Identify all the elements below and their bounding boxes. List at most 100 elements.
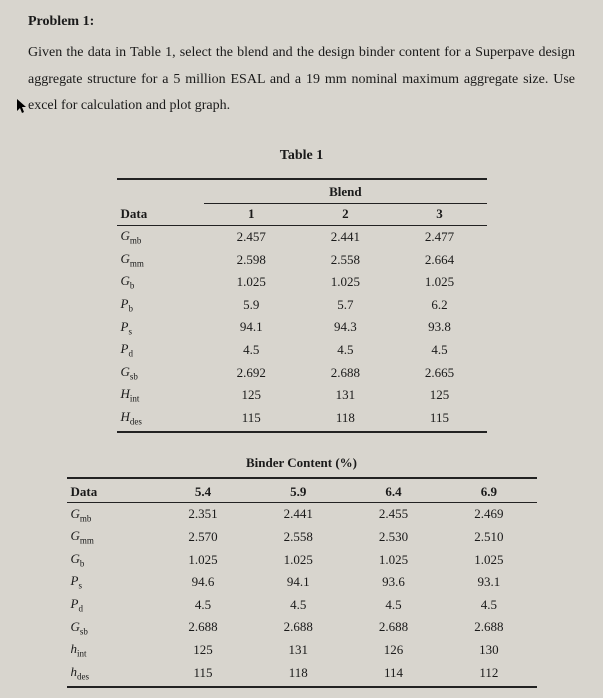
table-row: hint125131126130 bbox=[67, 639, 537, 662]
cell: 131 bbox=[298, 384, 392, 407]
cell: 125 bbox=[204, 384, 298, 407]
table-row: Hint125131125 bbox=[117, 384, 487, 407]
cell: 2.665 bbox=[392, 361, 486, 384]
cell: 131 bbox=[251, 639, 346, 662]
col-3: 6.4 bbox=[346, 481, 441, 503]
problem-text: Given the data in Table 1, select the bl… bbox=[28, 40, 575, 120]
cell: 115 bbox=[204, 407, 298, 430]
col-data: Data bbox=[67, 481, 156, 503]
table-row: Gsb2.6882.6882.6882.688 bbox=[67, 616, 537, 639]
col-data: Data bbox=[117, 203, 205, 225]
problem-title: Problem 1: bbox=[28, 14, 575, 30]
cell: 1.025 bbox=[298, 271, 392, 294]
cell: 4.5 bbox=[441, 594, 536, 617]
row-label: hdes bbox=[67, 661, 156, 684]
cell: 1.025 bbox=[441, 548, 536, 571]
row-label: Pd bbox=[67, 594, 156, 617]
row-label: Gmm bbox=[117, 248, 205, 271]
row-label: Pb bbox=[117, 294, 205, 317]
table-row: Gmm2.5702.5582.5302.510 bbox=[67, 526, 537, 549]
cell: 126 bbox=[346, 639, 441, 662]
cell: 1.025 bbox=[155, 548, 250, 571]
cell: 2.469 bbox=[441, 503, 536, 526]
col-4: 6.9 bbox=[441, 481, 536, 503]
row-label: Gmm bbox=[67, 526, 156, 549]
cell: 2.692 bbox=[204, 361, 298, 384]
cell: 4.5 bbox=[204, 339, 298, 362]
document-page: Problem 1: Given the data in Table 1, se… bbox=[0, 0, 603, 698]
table-row: Ps94.194.393.8 bbox=[117, 316, 487, 339]
row-label: Gb bbox=[67, 548, 156, 571]
table2: Data 5.4 5.9 6.4 6.9 Gmb2.3512.4412.4552… bbox=[67, 477, 537, 688]
cell: 6.2 bbox=[392, 294, 486, 317]
row-label: Gmb bbox=[117, 225, 205, 248]
table-row: Pd4.54.54.5 bbox=[117, 339, 487, 362]
cell: 125 bbox=[392, 384, 486, 407]
table-row: Pd4.54.54.54.5 bbox=[67, 594, 537, 617]
cell: 112 bbox=[441, 661, 536, 684]
row-label: Gsb bbox=[117, 361, 205, 384]
cell: 115 bbox=[392, 407, 486, 430]
row-label: Gsb bbox=[67, 616, 156, 639]
cell: 94.1 bbox=[251, 571, 346, 594]
cell: 2.688 bbox=[155, 616, 250, 639]
cell: 2.664 bbox=[392, 248, 486, 271]
cell: 4.5 bbox=[155, 594, 250, 617]
table-row: Ps94.694.193.693.1 bbox=[67, 571, 537, 594]
cell: 2.688 bbox=[346, 616, 441, 639]
cell: 4.5 bbox=[251, 594, 346, 617]
col-3: 3 bbox=[392, 203, 486, 225]
table-row: Pb5.95.76.2 bbox=[117, 294, 487, 317]
table1-caption: Table 1 bbox=[28, 148, 575, 164]
cell: 114 bbox=[346, 661, 441, 684]
row-label: Pd bbox=[117, 339, 205, 362]
cell: 1.025 bbox=[204, 271, 298, 294]
cell: 2.598 bbox=[204, 248, 298, 271]
cell: 118 bbox=[251, 661, 346, 684]
row-label: Hdes bbox=[117, 407, 205, 430]
table-row: Gb1.0251.0251.0251.025 bbox=[67, 548, 537, 571]
cell: 2.688 bbox=[251, 616, 346, 639]
cell: 2.688 bbox=[441, 616, 536, 639]
cursor-icon bbox=[16, 98, 28, 119]
col-1: 5.4 bbox=[155, 481, 250, 503]
cell: 93.6 bbox=[346, 571, 441, 594]
table-row: Hdes115118115 bbox=[117, 407, 487, 430]
cell: 2.530 bbox=[346, 526, 441, 549]
col-2: 5.9 bbox=[251, 481, 346, 503]
table-row: Gb1.0251.0251.025 bbox=[117, 271, 487, 294]
cell: 115 bbox=[155, 661, 250, 684]
cell: 93.1 bbox=[441, 571, 536, 594]
row-label: Ps bbox=[117, 316, 205, 339]
row-label: Gb bbox=[117, 271, 205, 294]
table2-caption: Binder Content (%) bbox=[28, 455, 575, 471]
cell: 1.025 bbox=[346, 548, 441, 571]
row-label: Gmb bbox=[67, 503, 156, 526]
row-label: hint bbox=[67, 639, 156, 662]
table1: Blend Data 1 2 3 Gmb2.4572.4412.477Gmm2.… bbox=[117, 178, 487, 433]
cell: 2.510 bbox=[441, 526, 536, 549]
table-row: hdes115118114112 bbox=[67, 661, 537, 684]
cell: 4.5 bbox=[346, 594, 441, 617]
cell: 118 bbox=[298, 407, 392, 430]
cell: 5.7 bbox=[298, 294, 392, 317]
cell: 2.351 bbox=[155, 503, 250, 526]
table-row: Gmb2.4572.4412.477 bbox=[117, 225, 487, 248]
cell: 2.455 bbox=[346, 503, 441, 526]
cell: 93.8 bbox=[392, 316, 486, 339]
cell: 130 bbox=[441, 639, 536, 662]
cell: 1.025 bbox=[392, 271, 486, 294]
cell: 2.441 bbox=[298, 225, 392, 248]
cell: 125 bbox=[155, 639, 250, 662]
col-2: 2 bbox=[298, 203, 392, 225]
table-row: Gsb2.6922.6882.665 bbox=[117, 361, 487, 384]
cell: 2.558 bbox=[298, 248, 392, 271]
cell: 5.9 bbox=[204, 294, 298, 317]
row-label: Hint bbox=[117, 384, 205, 407]
cell: 2.570 bbox=[155, 526, 250, 549]
cell: 4.5 bbox=[298, 339, 392, 362]
col-1: 1 bbox=[204, 203, 298, 225]
cell: 94.1 bbox=[204, 316, 298, 339]
cell: 94.3 bbox=[298, 316, 392, 339]
table-row: Gmb2.3512.4412.4552.469 bbox=[67, 503, 537, 526]
